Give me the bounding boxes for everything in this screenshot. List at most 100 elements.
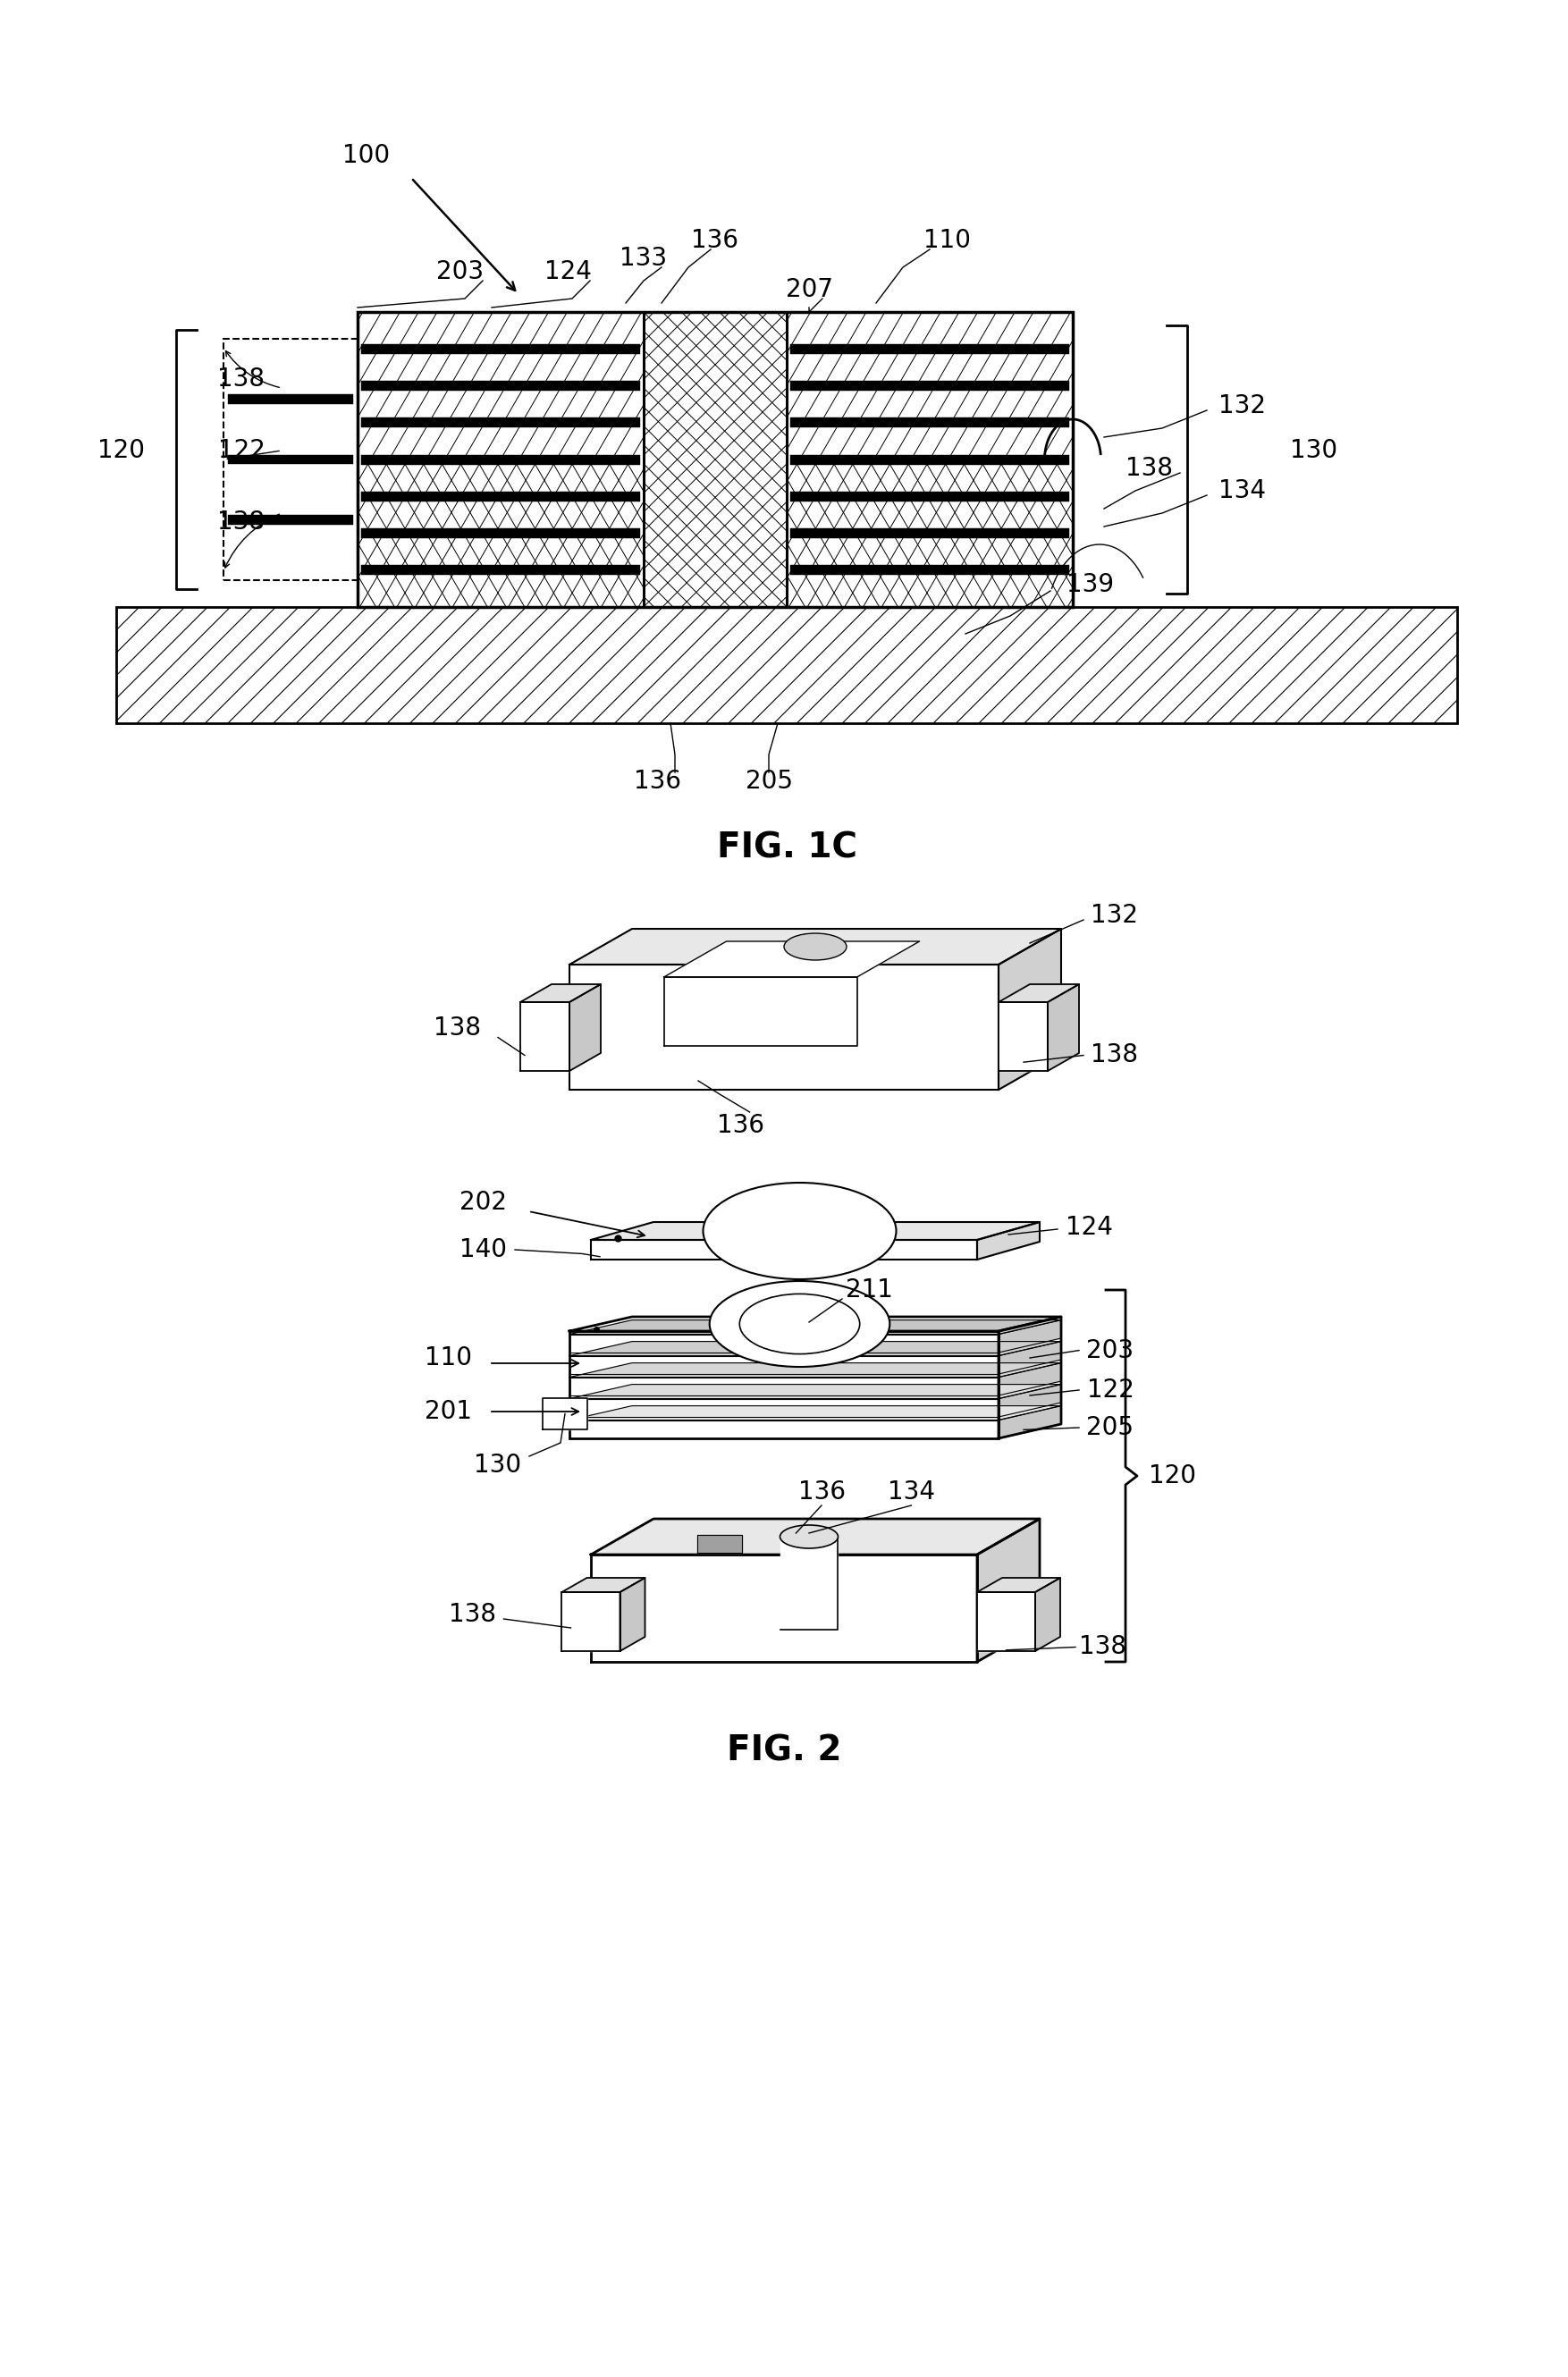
Ellipse shape (784, 934, 847, 960)
Polygon shape (999, 929, 1062, 1089)
Text: 138: 138 (218, 509, 265, 535)
Polygon shape (569, 1398, 999, 1417)
Text: 136: 136 (691, 228, 739, 252)
Text: 211: 211 (845, 1276, 892, 1303)
Polygon shape (561, 1593, 619, 1652)
Bar (227, 395, 353, 404)
Text: 139: 139 (1066, 573, 1115, 597)
Bar (361, 492, 640, 502)
Bar (790, 418, 1069, 428)
Text: 138: 138 (434, 1015, 481, 1041)
Text: 207: 207 (786, 278, 833, 302)
Bar (361, 528, 640, 537)
Bar (116, 606, 1457, 723)
Polygon shape (1035, 1578, 1060, 1652)
Ellipse shape (779, 1526, 837, 1547)
Bar (227, 454, 353, 464)
Bar (361, 454, 640, 464)
Text: 120: 120 (97, 437, 144, 464)
Bar (224, 340, 358, 580)
Polygon shape (591, 1519, 1040, 1555)
Polygon shape (543, 1398, 588, 1429)
Text: 138: 138 (1091, 1044, 1138, 1067)
Polygon shape (663, 941, 919, 977)
Polygon shape (977, 1519, 1040, 1662)
Text: 130: 130 (474, 1452, 522, 1478)
Text: 203: 203 (436, 259, 485, 285)
Polygon shape (569, 1376, 999, 1395)
Text: 110: 110 (425, 1345, 472, 1372)
Bar (787, 311, 1073, 606)
Polygon shape (569, 1319, 1062, 1333)
Text: 100: 100 (343, 143, 390, 169)
Polygon shape (591, 1555, 977, 1662)
Ellipse shape (702, 1184, 897, 1279)
Bar (358, 311, 643, 606)
Polygon shape (977, 1222, 1040, 1260)
Polygon shape (977, 1593, 1035, 1652)
Bar (787, 459, 1073, 606)
Text: FIG. 2: FIG. 2 (726, 1735, 842, 1768)
Text: 130: 130 (1290, 437, 1338, 464)
Bar (643, 311, 787, 606)
Bar (790, 492, 1069, 502)
Text: FIG. 1C: FIG. 1C (717, 832, 856, 865)
Ellipse shape (710, 1281, 889, 1367)
Text: 134: 134 (1218, 478, 1267, 504)
Polygon shape (569, 929, 1062, 965)
Polygon shape (569, 1362, 1062, 1376)
Polygon shape (521, 984, 601, 1003)
Text: 202: 202 (459, 1191, 508, 1215)
Polygon shape (977, 1578, 1060, 1593)
Text: 136: 136 (633, 768, 681, 794)
Bar (790, 528, 1069, 537)
Bar (358, 459, 643, 606)
Polygon shape (999, 1341, 1062, 1374)
Bar (790, 566, 1069, 575)
Bar (643, 311, 787, 606)
Polygon shape (999, 1405, 1062, 1438)
Polygon shape (569, 1383, 1062, 1398)
Text: 124: 124 (1065, 1215, 1112, 1241)
Text: 134: 134 (887, 1478, 935, 1505)
Polygon shape (619, 1578, 644, 1652)
Text: 132: 132 (1091, 903, 1138, 927)
Bar (790, 380, 1069, 390)
Text: 205: 205 (1087, 1414, 1134, 1440)
Polygon shape (569, 984, 601, 1072)
Polygon shape (569, 1355, 999, 1374)
Polygon shape (779, 1536, 837, 1631)
Bar (790, 454, 1069, 464)
Text: 120: 120 (1149, 1464, 1196, 1488)
Bar (361, 380, 640, 390)
Text: 138: 138 (218, 366, 265, 392)
Bar (643, 311, 787, 606)
Text: 138: 138 (448, 1602, 495, 1626)
Text: 132: 132 (1218, 392, 1267, 418)
Text: 122: 122 (218, 437, 265, 464)
Bar (787, 311, 1073, 606)
Ellipse shape (740, 1293, 859, 1355)
Bar (358, 311, 643, 606)
Bar (361, 345, 640, 354)
Bar (116, 606, 1457, 723)
Polygon shape (999, 984, 1079, 1003)
Polygon shape (569, 1419, 999, 1438)
Polygon shape (591, 1222, 1040, 1241)
Bar (116, 606, 1457, 723)
Text: 138: 138 (1126, 456, 1173, 480)
Text: 201: 201 (425, 1400, 472, 1424)
Bar (227, 516, 353, 525)
Text: 122: 122 (1087, 1379, 1134, 1402)
Text: 133: 133 (619, 245, 668, 271)
Polygon shape (1047, 984, 1079, 1072)
Text: 138: 138 (1079, 1635, 1126, 1659)
Polygon shape (569, 965, 999, 1089)
Polygon shape (521, 1003, 569, 1072)
Text: 110: 110 (924, 228, 971, 252)
Polygon shape (561, 1578, 644, 1593)
Bar (358, 311, 643, 606)
Polygon shape (569, 1405, 1062, 1419)
Text: 136: 136 (718, 1112, 765, 1139)
Polygon shape (569, 1333, 999, 1353)
